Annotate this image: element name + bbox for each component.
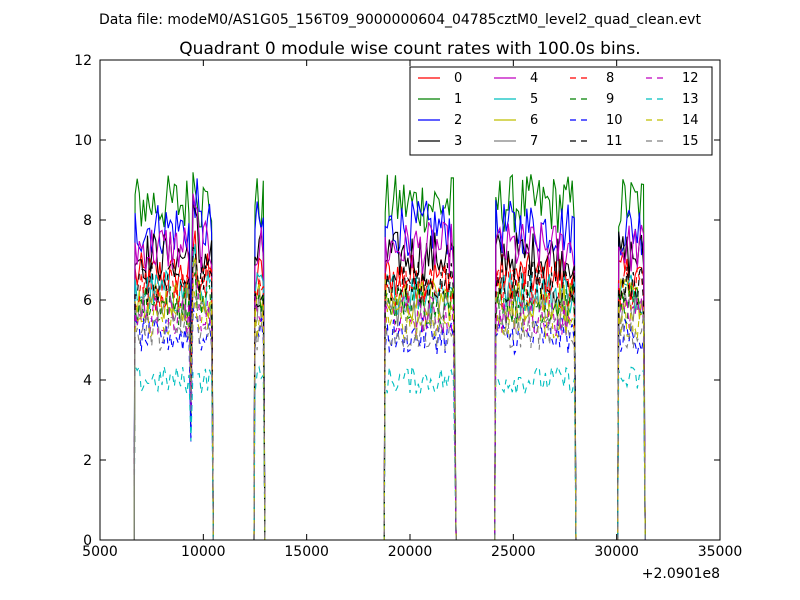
x-offset-label: +2.0901e8: [642, 566, 720, 582]
legend-label-8: 8: [606, 71, 614, 86]
y-tick-label: 2: [83, 453, 92, 469]
legend-label-7: 7: [530, 134, 538, 149]
legend-label-13: 13: [682, 92, 699, 107]
legend-label-12: 12: [682, 71, 699, 86]
series-line-11: [133, 246, 648, 540]
series-line-9: [133, 272, 648, 540]
series-line-7: [133, 262, 648, 540]
legend-label-9: 9: [606, 92, 614, 107]
legend-label-15: 15: [682, 134, 699, 149]
series-line-4: [133, 193, 648, 540]
legend-label-0: 0: [454, 71, 462, 86]
y-tick-label: 12: [74, 53, 92, 69]
y-tick-label: 6: [83, 293, 92, 309]
chart-suptitle: Data file: modeM0/AS1G05_156T09_90000006…: [99, 12, 701, 28]
y-tick-label: 0: [83, 533, 92, 549]
x-tick-label: 35000: [698, 544, 743, 560]
series-line-1: [133, 172, 648, 540]
series-line-3: [133, 204, 648, 540]
series-line-13: [133, 364, 648, 540]
legend-label-6: 6: [530, 113, 538, 128]
chart-title: Quadrant 0 module wise count rates with …: [179, 39, 640, 59]
y-tick-label: 8: [83, 213, 92, 229]
legend-label-14: 14: [682, 113, 699, 128]
x-tick-label: 5000: [82, 544, 118, 560]
x-tick-label: 25000: [491, 544, 536, 560]
legend-label-10: 10: [606, 113, 623, 128]
series-line-2: [133, 178, 648, 540]
series-line-14: [133, 283, 648, 540]
legend-label-5: 5: [530, 92, 538, 107]
series-line-15: [133, 295, 648, 540]
legend-label-11: 11: [606, 134, 623, 149]
x-tick-label: 10000: [181, 544, 226, 560]
x-tick-label: 15000: [284, 544, 329, 560]
legend-label-4: 4: [530, 71, 538, 86]
y-tick-label: 4: [83, 373, 92, 389]
legend-label-3: 3: [454, 134, 462, 149]
legend-label-1: 1: [454, 92, 462, 107]
axis-ticks: 5000 10000 15000 20000 25000 30000 35000 0 2 4 6 8 1…: [74, 53, 742, 560]
series-line-12: [133, 278, 648, 540]
x-tick-label: 20000: [388, 544, 433, 560]
legend-frame: [409, 66, 713, 156]
x-tick-label: 30000: [594, 544, 639, 560]
legend-label-2: 2: [454, 113, 462, 128]
series-layer: [133, 172, 648, 540]
y-tick-label: 10: [74, 133, 92, 149]
